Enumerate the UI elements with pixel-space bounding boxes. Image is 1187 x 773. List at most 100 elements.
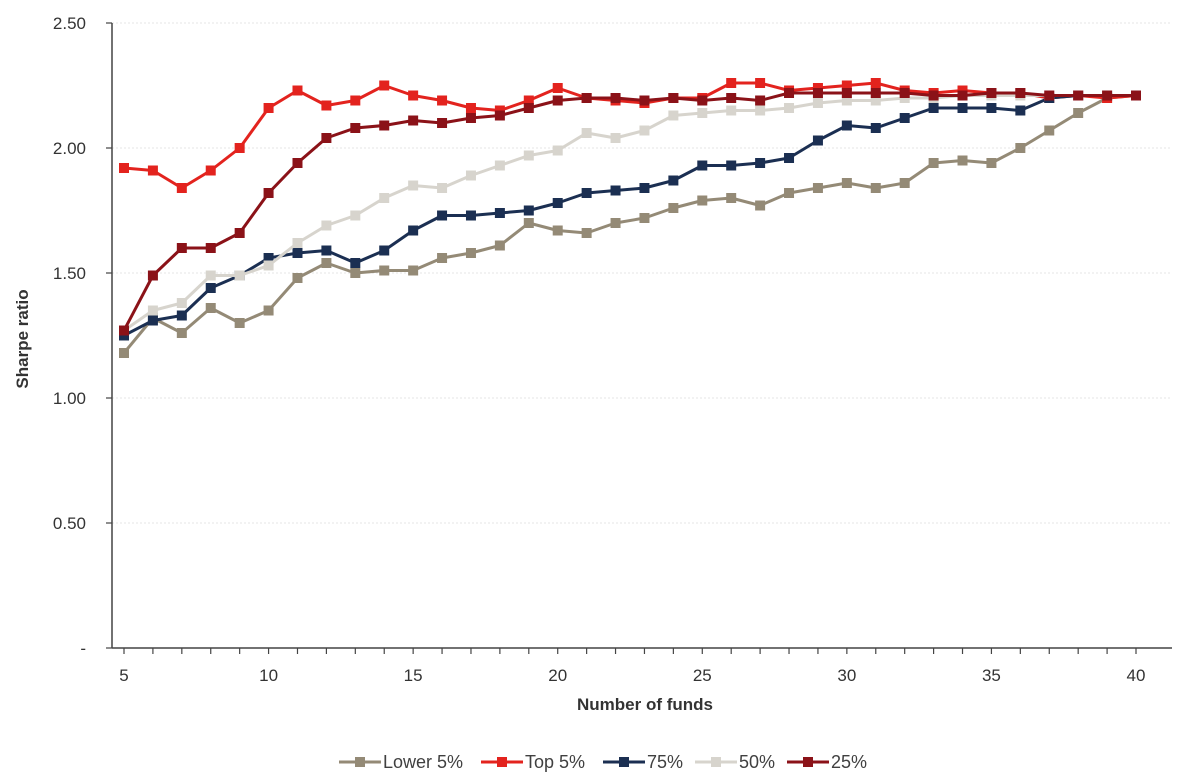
data-point	[494, 160, 505, 171]
data-point	[755, 95, 766, 106]
data-point	[408, 265, 419, 276]
axes	[111, 23, 1172, 649]
legend-swatch-marker	[619, 757, 629, 767]
data-point	[581, 128, 592, 138]
data-point	[234, 228, 245, 238]
data-point	[726, 105, 737, 116]
data-point	[697, 95, 708, 106]
data-point	[668, 93, 679, 103]
data-point	[465, 113, 476, 123]
data-point	[726, 160, 737, 171]
data-point	[1015, 143, 1026, 153]
data-point	[639, 213, 650, 223]
data-point	[523, 218, 534, 228]
series-line-75	[123, 94, 1136, 337]
data-point	[784, 103, 795, 113]
data-point	[147, 305, 158, 316]
data-point	[205, 303, 216, 313]
data-point	[523, 205, 534, 216]
x-tick-label: 40	[1127, 666, 1146, 685]
legend-label: Lower 5%	[383, 752, 463, 772]
data-point	[465, 103, 476, 113]
legend-label: 25%	[831, 752, 867, 772]
data-point	[234, 143, 245, 153]
data-point	[350, 210, 361, 221]
legend-label: 75%	[647, 752, 683, 772]
legend-swatch-marker	[711, 757, 721, 767]
y-tick-label: -	[80, 639, 86, 658]
data-point	[755, 105, 766, 116]
data-point	[263, 253, 274, 263]
data-point	[957, 103, 968, 113]
data-point	[899, 113, 910, 123]
y-tick-label: 0.50	[53, 514, 86, 533]
data-point	[205, 283, 216, 293]
data-point	[1015, 88, 1026, 98]
data-point	[147, 315, 158, 326]
data-point	[408, 90, 419, 101]
data-point	[176, 298, 187, 308]
data-point	[147, 165, 158, 176]
data-point	[147, 270, 158, 281]
data-point	[350, 95, 361, 106]
legend-item-lower-5: Lower 5%	[339, 752, 463, 772]
legend-label: Top 5%	[525, 752, 585, 772]
data-point	[726, 78, 737, 88]
x-tick-label: 15	[404, 666, 423, 685]
data-point	[899, 178, 910, 188]
series-lower-5	[119, 90, 1141, 358]
tick-marks: - 0.50 1.00 1.50 2.00 2.50 5 10 15 20 25 30 35 40	[53, 14, 1146, 685]
y-tick-label: 1.50	[53, 264, 86, 283]
data-point	[812, 98, 823, 108]
data-point	[986, 158, 997, 168]
data-point	[292, 158, 303, 168]
series-line-50	[123, 94, 1136, 332]
data-point	[755, 78, 766, 88]
data-point	[841, 178, 852, 188]
legend-swatch-marker	[803, 757, 813, 767]
data-point	[205, 270, 216, 281]
legend-swatch-marker	[355, 757, 365, 767]
data-point	[1131, 90, 1141, 101]
data-point	[552, 225, 563, 236]
x-tick-label: 30	[837, 666, 856, 685]
data-point	[899, 88, 910, 98]
y-tick-label: 1.00	[53, 389, 86, 408]
y-tick-label: 2.50	[53, 14, 86, 33]
data-point	[176, 243, 187, 253]
data-point	[465, 210, 476, 221]
data-point	[957, 90, 968, 101]
data-point	[437, 210, 448, 221]
data-point	[812, 88, 823, 98]
data-point	[581, 228, 592, 238]
data-point	[523, 150, 534, 161]
data-point	[292, 273, 303, 283]
data-point	[726, 193, 737, 203]
data-point	[928, 90, 939, 101]
data-point	[581, 188, 592, 198]
data-point	[263, 305, 274, 316]
series-25	[119, 88, 1141, 336]
data-point	[176, 328, 187, 338]
x-tick-label: 5	[119, 666, 128, 685]
data-point	[697, 108, 708, 118]
x-tick-label: 35	[982, 666, 1001, 685]
data-point	[1015, 105, 1026, 116]
data-point	[870, 88, 881, 98]
legend-item-50: 50%	[695, 752, 775, 772]
data-point	[668, 175, 679, 186]
data-point	[292, 85, 303, 96]
legend-item-top-5: Top 5%	[481, 752, 585, 772]
data-point	[119, 325, 129, 336]
data-point	[784, 188, 795, 198]
data-point	[523, 95, 534, 106]
legend-item-25: 25%	[787, 752, 867, 772]
series-50	[119, 90, 1141, 336]
data-point	[437, 95, 448, 106]
data-point	[812, 135, 823, 146]
data-point	[841, 80, 852, 91]
data-point	[494, 110, 505, 121]
data-point	[350, 123, 361, 133]
data-point	[639, 125, 650, 136]
data-point	[697, 195, 708, 206]
